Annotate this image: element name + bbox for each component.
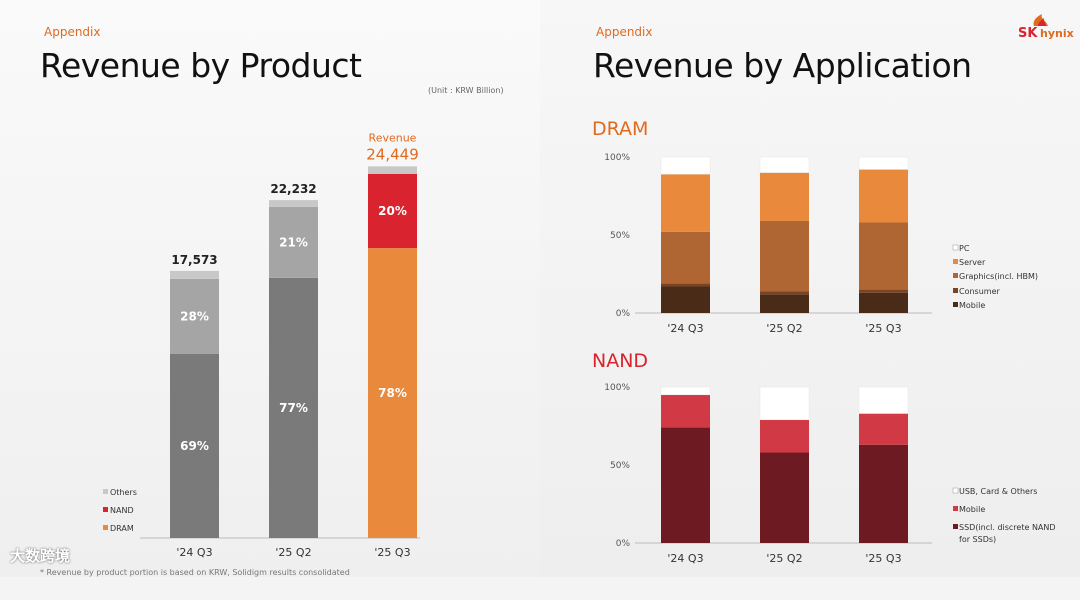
legend-swatch-consumer [953, 288, 958, 293]
watermark-logo: 大数跨境 [10, 547, 71, 565]
bar-nand-0 [170, 278, 219, 354]
logo-sk-text: SK [1018, 26, 1038, 41]
y-tick-0: 100% [604, 153, 630, 163]
revenue-by-product-chart: 69% 28% 17,573 '24 Q3 77% 21% 22,232 '25 Q2 78% 2… [103, 131, 420, 559]
legend-label-graphics-incl-hbm: Graphics(incl. HBM) [959, 272, 1038, 281]
legend-label-usb-card-others: USB, Card & Others [959, 487, 1037, 496]
x-tick-0: '24 Q3 [667, 322, 703, 335]
bar-pc-2 [858, 156, 909, 170]
bar-consumer-2 [859, 289, 908, 293]
bar-total-0: 17,573 [171, 253, 217, 267]
bar-label-nand-0: 28% [180, 309, 209, 323]
bar-usb-card-others-2 [858, 386, 909, 414]
bar-usb-card-others-0 [660, 386, 711, 396]
y-tick-0: 100% [604, 383, 630, 393]
footnote: * Revenue by product portion is based on… [40, 568, 350, 577]
bar-consumer-1 [760, 291, 809, 295]
legend-swatch-mobile [953, 506, 958, 511]
legend-swatch-pc [952, 244, 959, 251]
bar-pc-1 [759, 156, 810, 173]
x-tick-1: '25 Q2 [766, 552, 802, 565]
bar-label-dram-2: 78% [378, 386, 407, 400]
bar-graphics-incl-hbm-1 [760, 220, 809, 292]
bar-consumer-0 [661, 283, 710, 287]
bar-others-1 [269, 200, 318, 207]
bar-label-dram-1: 77% [279, 401, 308, 415]
bar-mobile-0 [661, 394, 710, 428]
logo-flame-icon [1033, 14, 1048, 26]
right-page-title: Revenue by Application [593, 46, 972, 85]
legend-label-others: Others [110, 488, 137, 497]
legend-label-pc: PC [959, 244, 970, 253]
bar-ssd-incl-discrete-nand-for-ssds-1 [760, 452, 809, 543]
bar-dram-2 [368, 248, 417, 538]
x-tick-1: '25 Q2 [766, 322, 802, 335]
y-tick-2: 0% [616, 309, 631, 319]
right-panel [540, 0, 1080, 577]
legend-label-nand: NAND [110, 506, 134, 515]
legend-label-server: Server [959, 258, 986, 267]
dram-section-title: DRAM [592, 118, 649, 140]
y-tick-1: 50% [610, 231, 630, 241]
bar-label-dram-0: 69% [180, 439, 209, 453]
bar-total-1: 22,232 [270, 182, 316, 196]
x-tick-2: '25 Q3 [865, 322, 901, 335]
revenue-highlight-label: Revenue [369, 131, 417, 144]
bar-pc-0 [660, 156, 711, 175]
bar-server-2 [859, 169, 908, 223]
x-tick-0: '24 Q3 [667, 552, 703, 565]
legend-swatch-dram [103, 525, 108, 530]
legend-swatch-graphics-incl-hbm [953, 273, 958, 278]
nand-section-title: NAND [592, 350, 649, 372]
nand-application-chart: 100% 50% 0% '24 Q3 '25 Q2 '25 Q3 USB, Card & O… [604, 383, 1056, 565]
bar-graphics-incl-hbm-2 [859, 222, 908, 290]
logo-hynix-text: hynix [1040, 27, 1074, 40]
bar-mobile-0 [661, 286, 710, 313]
sk-hynix-logo: SK hynix [1016, 14, 1078, 44]
legend-swatch-others [103, 489, 108, 494]
bar-others-2 [368, 166, 417, 174]
dram-application-chart: 100% 50% 0% '24 Q3 '25 Q2 '25 Q3 PC Server Graph… [604, 153, 1038, 335]
x-tick-2: '25 Q3 [865, 552, 901, 565]
legend-label-mobile: Mobile [959, 505, 985, 514]
bar-mobile-1 [760, 419, 809, 453]
legend-label-dram: DRAM [110, 524, 134, 533]
legend-swatch-nand [103, 507, 108, 512]
x-tick-2: '25 Q3 [374, 546, 410, 559]
bar-server-0 [661, 174, 710, 232]
bar-mobile-2 [859, 292, 908, 313]
left-page-title: Revenue by Product [40, 46, 362, 85]
bar-total-2: 24,449 [366, 145, 419, 163]
bar-mobile-2 [859, 413, 908, 445]
legend-swatch-mobile [953, 302, 958, 307]
legend-label-consumer: Consumer [959, 287, 1001, 296]
legend-label-mobile: Mobile [959, 301, 985, 310]
legend-label-ssd-incl-discrete-nand-for-ssds: SSD(incl. discrete NAND for SSDs) [959, 523, 1056, 544]
bar-mobile-1 [760, 294, 809, 313]
x-tick-0: '24 Q3 [176, 546, 212, 559]
x-tick-1: '25 Q2 [275, 546, 311, 559]
bar-dram-0 [170, 353, 219, 538]
bar-usb-card-others-1 [759, 386, 810, 421]
bar-graphics-incl-hbm-0 [661, 231, 710, 284]
y-tick-1: 50% [610, 461, 630, 471]
left-appendix-label: Appendix [44, 25, 101, 39]
bar-ssd-incl-discrete-nand-for-ssds-2 [859, 444, 908, 543]
legend-swatch-ssd-incl-discrete-nand-for-ssds [953, 524, 958, 529]
bar-dram-1 [269, 277, 318, 538]
legend-swatch-server [953, 259, 958, 264]
legend-swatch-usb-card-others [952, 487, 959, 494]
bar-ssd-incl-discrete-nand-for-ssds-0 [661, 427, 710, 543]
y-tick-2: 0% [616, 539, 631, 549]
right-appendix-label: Appendix [596, 25, 653, 39]
unit-note: (Unit : KRW Billion) [428, 86, 504, 95]
bar-label-nand-2: 20% [378, 204, 407, 218]
bar-server-1 [760, 172, 809, 221]
bar-nand-2 [368, 173, 417, 249]
bar-others-0 [170, 270, 219, 279]
bar-nand-1 [269, 206, 318, 278]
bar-label-nand-1: 21% [279, 235, 308, 249]
